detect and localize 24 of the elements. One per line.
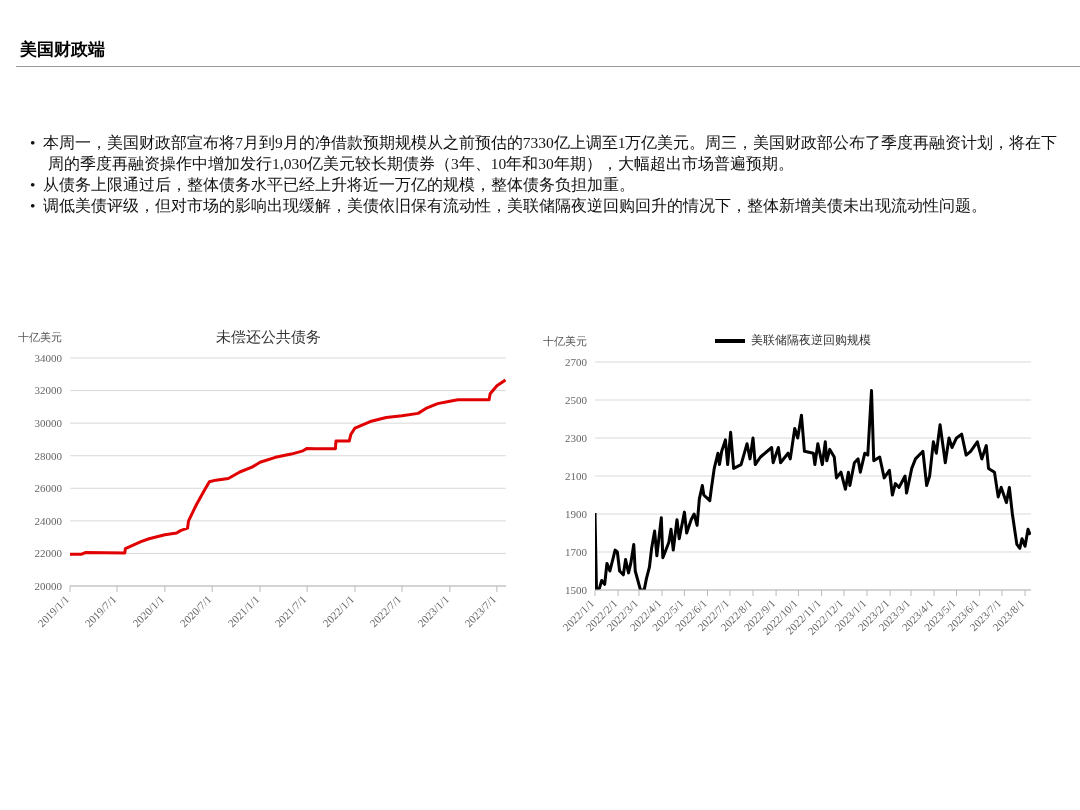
y-tick-label: 28000 <box>34 449 63 462</box>
y-tick-label: 1500 <box>565 583 588 596</box>
y-tick-label: 24000 <box>34 514 63 527</box>
text: 美国财政端 <box>20 39 105 61</box>
y-tick-label: 30000 <box>34 417 63 430</box>
y-tick-label: 32000 <box>34 384 63 397</box>
y-tick-label: 2500 <box>565 393 588 406</box>
text: • 本周一，美国财政部宣布将7月到9月的净借款预期规模从之前预估的7330亿上调至1万亿美元。周三，美国财政部公布了季度再融资计划，将在下周的季度再融资操作中增加发行1,030亿美元较长期债券（3年、10年和30年期），大幅超出市场普遍预期。 <box>30 133 1059 174</box>
y-tick-label: 34000 <box>34 351 63 364</box>
y-tick-label: 2300 <box>565 431 588 444</box>
y-tick-label: 1900 <box>565 507 588 520</box>
text: • 调低美债评级，但对市场的影响出现缓解，美债依旧保有流动性，美联储隔夜逆回购回升的情况下，整体新增美债未出现流动性问题。 <box>30 196 989 216</box>
y-tick-label: 22000 <box>34 547 63 560</box>
y-axis-title: 十亿美元 <box>543 334 587 349</box>
line-series <box>70 378 506 556</box>
chart-title: 未偿还公共债务 <box>215 329 321 345</box>
legend-label: 美联储隔夜逆回购规模 <box>750 332 871 349</box>
y-tick-label: 2100 <box>565 469 588 482</box>
text: • 从债务上限通过后，整体债务水平已经上升将近一万亿的规模，整体债务负担加重。 <box>30 175 637 195</box>
y-tick-label: 1700 <box>565 545 588 558</box>
y-tick-label: 2700 <box>565 355 588 368</box>
y-tick-label: 20000 <box>34 579 63 592</box>
y-tick-label: 26000 <box>34 482 63 495</box>
y-axis-title: 十亿美元 <box>18 330 62 345</box>
